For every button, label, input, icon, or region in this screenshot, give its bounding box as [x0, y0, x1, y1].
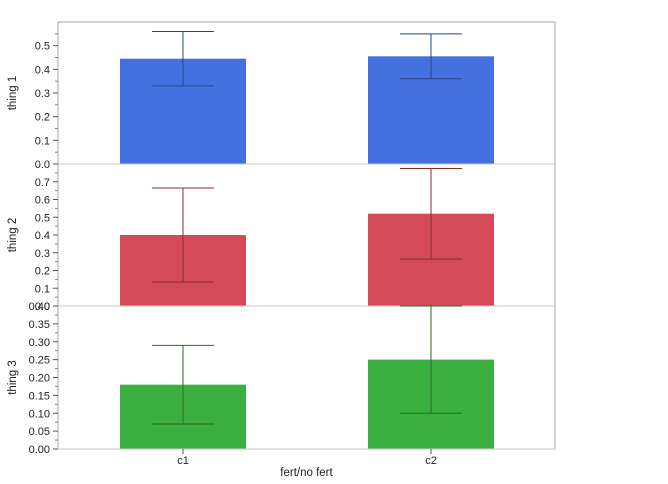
- y-tick-label: 0.5: [35, 212, 50, 224]
- y-tick-label: 0.30: [29, 337, 50, 349]
- y-tick-label: 0.3: [35, 88, 50, 100]
- y-tick-label: 0.1: [35, 283, 50, 295]
- y-tick-label: 0.4: [35, 64, 50, 76]
- y-axis-label: thing 1: [7, 76, 19, 111]
- y-tick-label: 0.3: [35, 248, 50, 260]
- y-tick-label: 0.10: [29, 408, 50, 420]
- y-tick-label: 0.7: [35, 177, 50, 189]
- y-tick-label: 0.2: [35, 112, 50, 124]
- y-tick-label: 0.20: [29, 373, 50, 385]
- y-tick-label: 0.0: [35, 159, 50, 171]
- y-tick-label: 0.15: [29, 390, 50, 402]
- y-tick-label: 0.25: [29, 355, 50, 367]
- y-tick-label: 0.40: [29, 301, 50, 313]
- y-axis-label: thing 3: [7, 360, 19, 395]
- x-axis-label: fert/no fert: [280, 467, 333, 479]
- y-tick-label: 0.4: [35, 230, 50, 242]
- y-tick-label: 0.1: [35, 135, 50, 147]
- y-tick-label: 0.6: [35, 195, 50, 207]
- y-tick-label: 0.5: [35, 41, 50, 53]
- x-tick-label: c2: [425, 455, 437, 467]
- y-tick-label: 0.00: [29, 444, 50, 456]
- y-tick-label: 0.35: [29, 319, 50, 331]
- x-tick-label: c1: [177, 455, 189, 467]
- y-axis-label: thing 2: [7, 218, 19, 253]
- y-tick-label: 0.0: [35, 301, 50, 313]
- y-tick-label: 0.2: [35, 266, 50, 278]
- y-tick-label: 0.05: [29, 426, 50, 438]
